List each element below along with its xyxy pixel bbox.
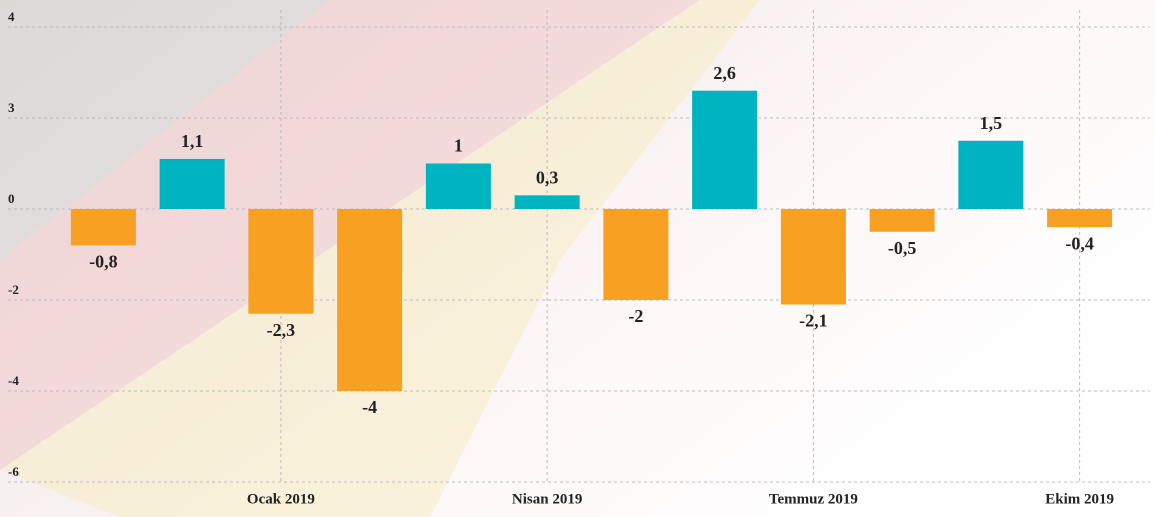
chart: -6 -4 -2 0 3 4 -0,8 1,1 Ocak 2019 -2,3 -4 1 Nisan 20… [0,0,1155,517]
bar [692,91,757,209]
data-label: 1 [454,136,463,156]
data-label: 1,1 [181,131,204,151]
y-tick-label: -6 [8,464,19,479]
data-label: -4 [362,397,377,417]
bar [870,209,935,232]
x-tick-label: Ocak 2019 [247,491,315,507]
y-tick-label: 3 [8,100,15,115]
y-tick-label: 4 [8,9,15,24]
bar [515,195,580,209]
y-tick-label: -4 [8,373,19,388]
bar [337,209,402,391]
bar [160,159,225,209]
y-tick-label: -2 [8,282,19,297]
bar [71,209,136,245]
data-label: -0,8 [89,252,118,272]
bar [781,209,846,305]
data-label: -0,4 [1065,233,1094,253]
bar [958,141,1023,209]
x-tick-label: Nisan 2019 [512,491,582,507]
data-label: 2,6 [713,63,736,83]
data-label: 0,3 [536,167,559,187]
x-tick-label: Ekim 2019 [1045,491,1114,507]
data-label: -0,5 [888,238,917,258]
data-label: -2 [628,306,643,326]
bar [603,209,668,300]
bar [426,164,491,210]
bar [248,209,313,314]
y-tick-label: 0 [8,191,15,206]
data-label: -2,3 [267,320,296,340]
data-label: 1,5 [980,113,1003,133]
x-tick-label: Temmuz 2019 [769,491,858,507]
data-label: -2,1 [799,311,828,331]
bar [1047,209,1112,227]
